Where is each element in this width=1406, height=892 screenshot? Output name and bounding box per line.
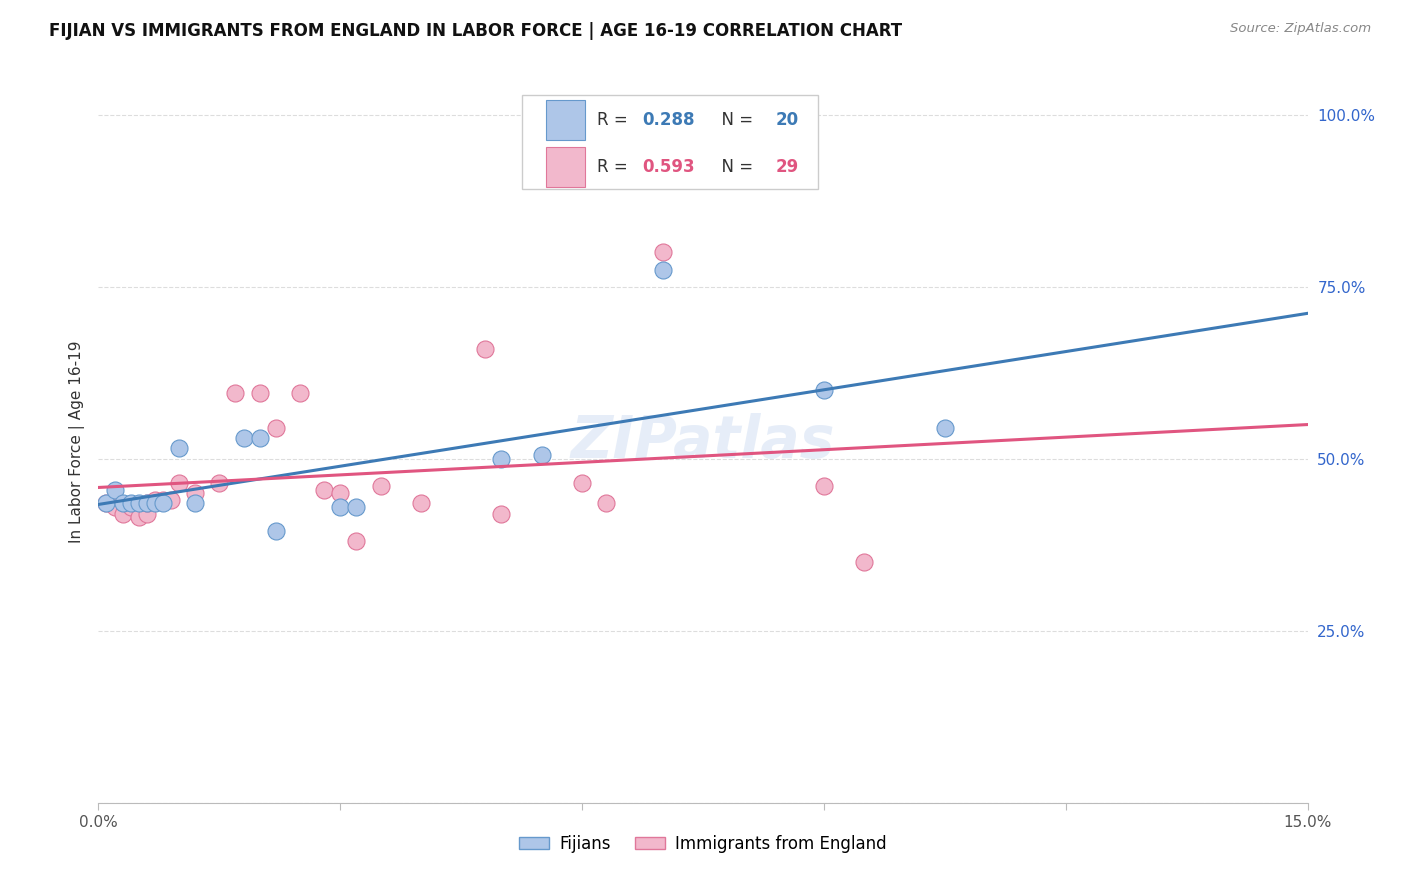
- Text: R =: R =: [596, 111, 633, 129]
- Text: Source: ZipAtlas.com: Source: ZipAtlas.com: [1230, 22, 1371, 36]
- Immigrants from England: [329, 486, 352, 500]
- Immigrants from England: [208, 475, 231, 490]
- Immigrants from England: [135, 507, 157, 521]
- Fijians: [249, 431, 271, 445]
- Fijians: [530, 448, 553, 462]
- Fijians: [143, 496, 166, 510]
- Fijians: [167, 442, 190, 456]
- Legend: Fijians, Immigrants from England: Fijians, Immigrants from England: [512, 828, 894, 860]
- Text: R =: R =: [596, 158, 633, 176]
- Text: 29: 29: [776, 158, 799, 176]
- Immigrants from England: [120, 500, 142, 514]
- Fijians: [128, 496, 150, 510]
- Immigrants from England: [853, 555, 876, 569]
- Immigrants from England: [409, 496, 432, 510]
- Immigrants from England: [160, 493, 183, 508]
- Fijians: [120, 496, 142, 510]
- Text: 0.593: 0.593: [643, 158, 695, 176]
- Text: 0.288: 0.288: [643, 111, 695, 129]
- Immigrants from England: [152, 493, 174, 508]
- Fijians: [96, 496, 118, 510]
- Y-axis label: In Labor Force | Age 16-19: In Labor Force | Age 16-19: [69, 340, 84, 543]
- Immigrants from England: [370, 479, 392, 493]
- Text: N =: N =: [711, 111, 759, 129]
- Fijians: [103, 483, 125, 497]
- Fijians: [813, 383, 835, 397]
- Immigrants from England: [167, 475, 190, 490]
- FancyBboxPatch shape: [546, 100, 585, 140]
- Immigrants from England: [135, 496, 157, 510]
- Fijians: [329, 500, 352, 514]
- Fijians: [491, 451, 513, 466]
- Fijians: [344, 500, 367, 514]
- FancyBboxPatch shape: [546, 147, 585, 186]
- Immigrants from England: [813, 479, 835, 493]
- Immigrants from England: [288, 386, 311, 401]
- Immigrants from England: [249, 386, 271, 401]
- Text: ZIPatlas: ZIPatlas: [571, 413, 835, 470]
- Immigrants from England: [344, 534, 367, 549]
- Immigrants from England: [264, 421, 287, 435]
- Fijians: [111, 496, 134, 510]
- Immigrants from England: [128, 510, 150, 524]
- Text: FIJIAN VS IMMIGRANTS FROM ENGLAND IN LABOR FORCE | AGE 16-19 CORRELATION CHART: FIJIAN VS IMMIGRANTS FROM ENGLAND IN LAB…: [49, 22, 903, 40]
- Fijians: [152, 496, 174, 510]
- Text: 20: 20: [776, 111, 799, 129]
- Fijians: [264, 524, 287, 538]
- Fijians: [934, 421, 956, 435]
- Fijians: [232, 431, 254, 445]
- Fijians: [135, 496, 157, 510]
- Immigrants from England: [184, 486, 207, 500]
- Immigrants from England: [571, 475, 593, 490]
- Immigrants from England: [314, 483, 336, 497]
- Immigrants from England: [103, 500, 125, 514]
- Text: N =: N =: [711, 158, 759, 176]
- Immigrants from England: [143, 493, 166, 508]
- Immigrants from England: [651, 245, 673, 260]
- Immigrants from England: [474, 342, 496, 356]
- Fijians: [651, 262, 673, 277]
- Immigrants from England: [111, 507, 134, 521]
- Immigrants from England: [224, 386, 246, 401]
- Fijians: [184, 496, 207, 510]
- FancyBboxPatch shape: [522, 95, 818, 189]
- Immigrants from England: [96, 496, 118, 510]
- Immigrants from England: [595, 496, 617, 510]
- Immigrants from England: [491, 507, 513, 521]
